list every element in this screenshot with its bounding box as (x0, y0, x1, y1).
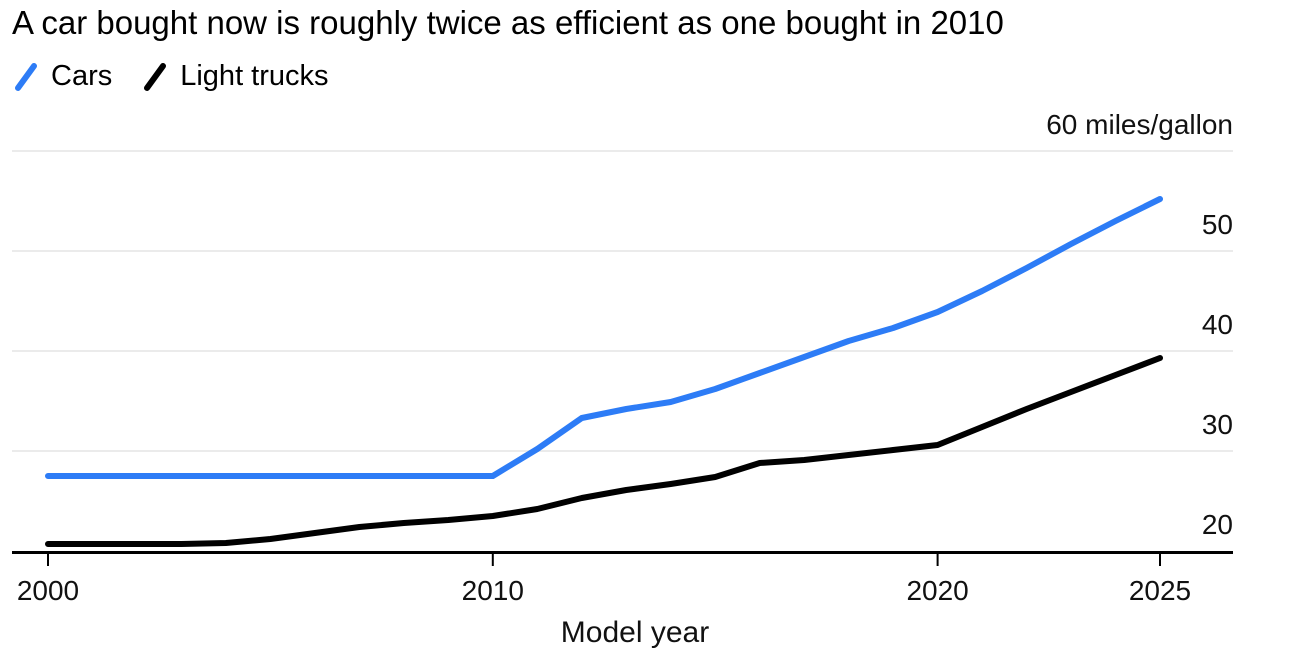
legend-label-light-trucks: Light trucks (180, 60, 329, 92)
x-axis-title: Model year (560, 616, 710, 649)
x-tick-label-2020: 2020 (906, 575, 968, 606)
x-tick-label-2025: 2025 (1129, 575, 1191, 606)
cars-line (45, 196, 1163, 479)
legend: Cars Light trucks (13, 60, 329, 93)
y-tick-label-60: 60 miles/gallon (1046, 109, 1233, 140)
legend-item-cars: Cars (13, 60, 112, 93)
legend-item-light-trucks: Light trucks (142, 60, 329, 93)
y-tick-label-20: 20 (1202, 509, 1233, 540)
light-trucks-line-icon (144, 62, 167, 91)
y-tick-label-50: 50 (1202, 209, 1233, 240)
legend-label-cars: Cars (51, 60, 113, 92)
y-tick-label-30: 30 (1202, 409, 1233, 440)
light-trucks-line (45, 355, 1163, 547)
x-tick-label-2010: 2010 (462, 575, 524, 606)
chart-title: A car bought now is roughly twice as eff… (12, 4, 1004, 41)
cars-line-icon (15, 62, 37, 91)
x-tick-label-2000: 2000 (17, 575, 79, 606)
y-tick-label-40: 40 (1202, 309, 1233, 340)
